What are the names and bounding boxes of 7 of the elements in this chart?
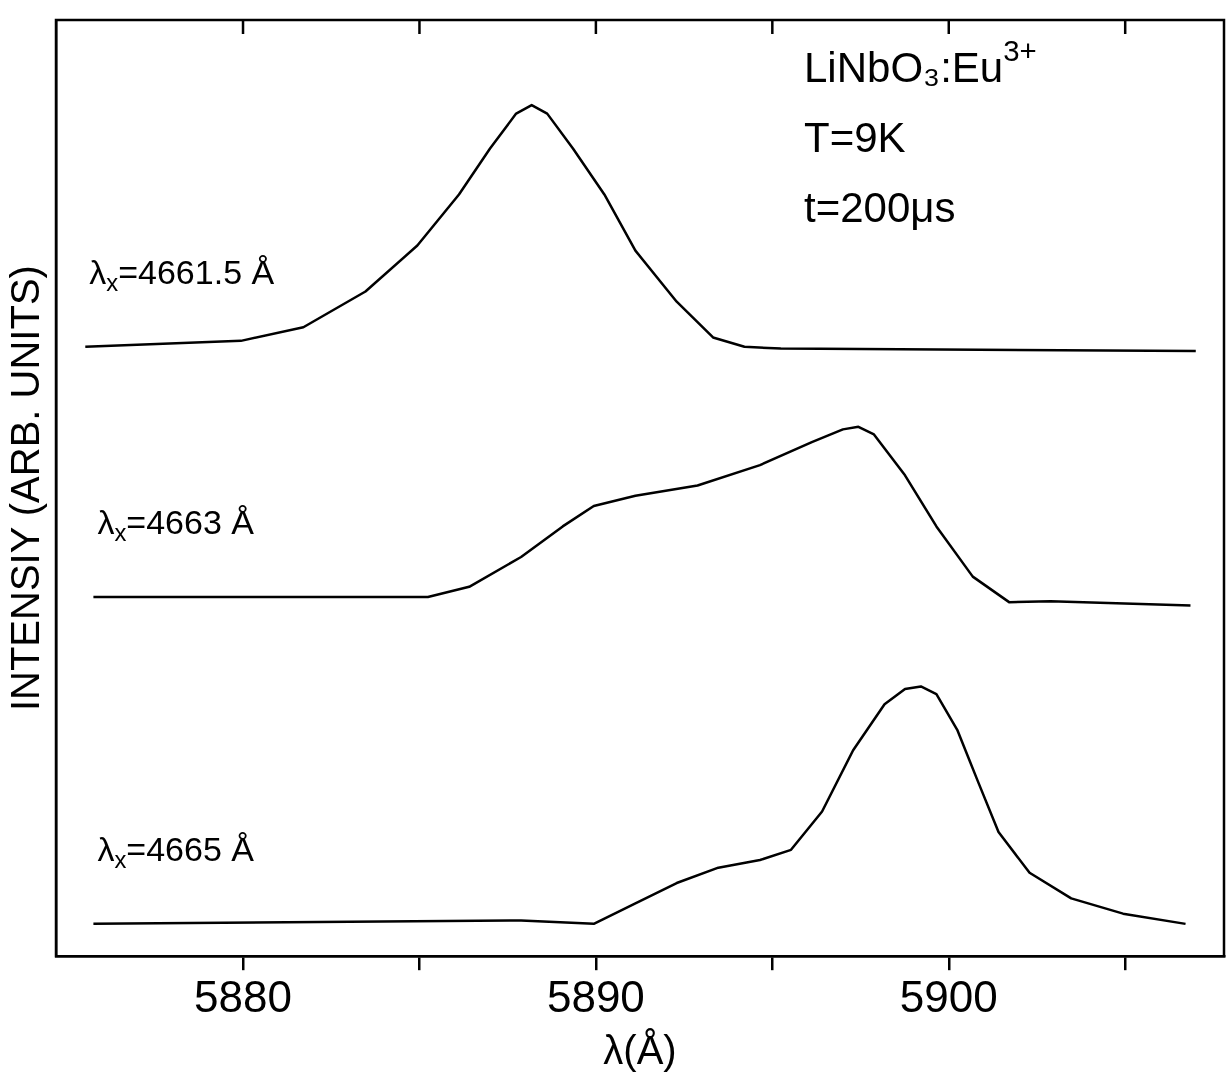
x-tick-label: 5890 xyxy=(546,971,645,1021)
x-tick-label: 5900 xyxy=(899,971,998,1021)
y-axis-title: INTENSIY (ARB. UNITS) xyxy=(3,265,48,712)
x-tick-label: 5880 xyxy=(194,971,292,1021)
annotation: T=9K xyxy=(804,113,906,161)
annotation: t=200μs xyxy=(804,183,956,231)
x-axis-title: λ(Å) xyxy=(603,1028,677,1073)
